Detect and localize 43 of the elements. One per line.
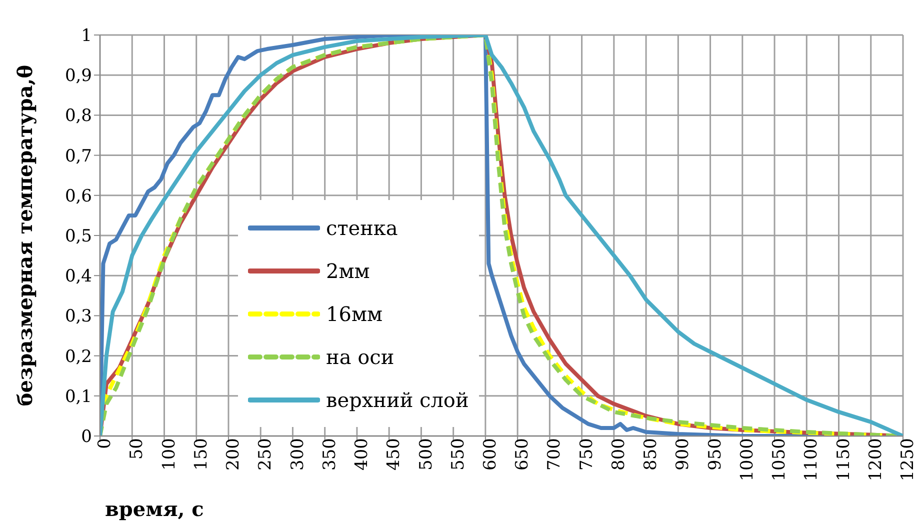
- y-tick-label: 0,8: [64, 106, 92, 126]
- x-tick-label: 50: [127, 438, 148, 460]
- legend-label: 16мм: [326, 302, 383, 326]
- x-tick-label: 1050: [770, 438, 790, 482]
- x-tick-label: 1200: [866, 438, 886, 482]
- x-tick-label: 500: [416, 438, 436, 470]
- x-tick-label: 600: [480, 438, 501, 470]
- y-tick-label: 0,5: [64, 226, 92, 247]
- x-tick-label: 750: [576, 438, 597, 470]
- x-tick-label: 850: [641, 438, 662, 470]
- y-tick-label: 1: [81, 26, 92, 46]
- y-tick-label: 0,9: [64, 66, 92, 86]
- x-tick-label: 650: [512, 438, 533, 470]
- y-axis-title: безразмерная температура,θ: [13, 64, 38, 406]
- x-tick-label: 1000: [737, 438, 758, 482]
- x-tick-label: 550: [448, 438, 468, 470]
- y-tick-label: 0,2: [64, 346, 92, 367]
- x-tick-label: 400: [352, 438, 372, 470]
- x-tick-label: 350: [320, 438, 340, 470]
- x-tick-label: 1100: [802, 438, 822, 482]
- x-tick-label: 800: [608, 438, 629, 470]
- y-tick-label: 0,6: [64, 186, 92, 206]
- y-tick-label: 0,1: [64, 386, 92, 407]
- x-axis-title: время, с: [105, 497, 204, 521]
- x-tick-label: 100: [159, 438, 180, 470]
- y-tick-label: 0,4: [64, 266, 92, 287]
- x-tick-label: 250: [256, 438, 276, 470]
- legend-label: верхний слой: [326, 388, 469, 412]
- x-tick-label: 900: [673, 438, 694, 470]
- legend-label: на оси: [326, 344, 394, 368]
- x-tick-label: 150: [191, 438, 212, 470]
- x-tick-label: 0: [95, 438, 116, 449]
- x-tick-label: 700: [544, 438, 565, 470]
- x-tick-label: 200: [224, 438, 244, 470]
- x-tick-label: 300: [288, 438, 308, 470]
- legend-label: 2мм: [326, 258, 370, 282]
- x-tick-label: 1250: [898, 438, 918, 482]
- y-tick-label: 0,7: [64, 146, 92, 166]
- legend-label: стенка: [326, 216, 398, 240]
- x-tick-label: 1150: [834, 438, 854, 482]
- x-tick-label: 450: [384, 438, 404, 470]
- x-tick-label: 950: [705, 438, 726, 470]
- y-tick-label: 0,3: [64, 306, 92, 327]
